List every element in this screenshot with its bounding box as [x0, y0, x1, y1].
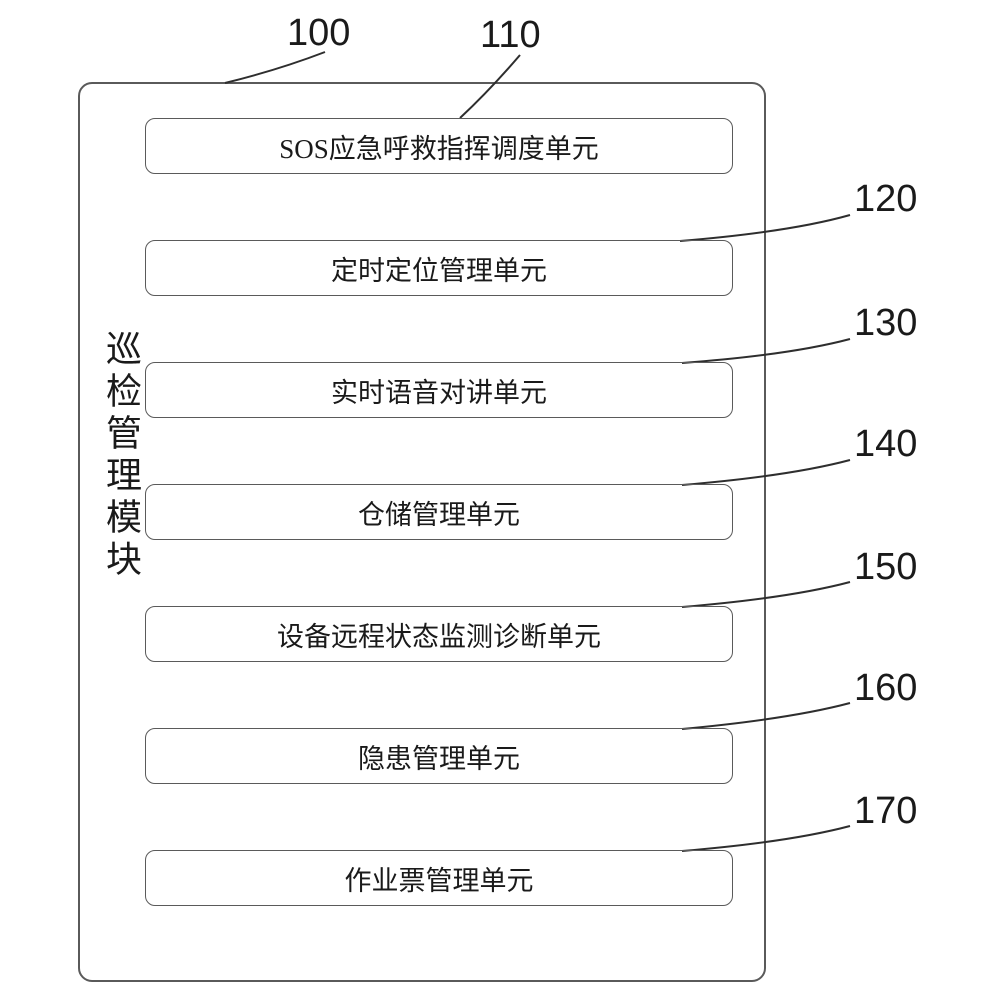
sos-unit: SOS应急呼救指挥调度单元	[145, 118, 733, 174]
work-ticket-unit: 作业票管理单元	[145, 850, 733, 906]
warehouse-unit-ref: 140	[854, 423, 917, 466]
voice-intercom-unit-ref: 130	[854, 302, 917, 345]
sos-unit-ref: 110	[480, 14, 541, 57]
remote-monitoring-unit: 设备远程状态监测诊断单元	[145, 606, 733, 662]
timing-positioning-unit: 定时定位管理单元	[145, 240, 733, 296]
module-ref-number: 100	[287, 12, 350, 55]
timing-positioning-unit-ref: 120	[854, 178, 917, 221]
remote-monitoring-unit-ref: 150	[854, 546, 917, 589]
diagram-root: 巡检管理模块 100 SOS应急呼救指挥调度单元 110 定时定位管理单元 120 实时…	[0, 0, 993, 1000]
module-vertical-label: 巡检管理模块	[95, 330, 147, 582]
hazard-unit: 隐患管理单元	[145, 728, 733, 784]
work-ticket-unit-ref: 170	[854, 790, 917, 833]
voice-intercom-unit: 实时语音对讲单元	[145, 362, 733, 418]
hazard-unit-ref: 160	[854, 667, 917, 710]
warehouse-unit: 仓储管理单元	[145, 484, 733, 540]
